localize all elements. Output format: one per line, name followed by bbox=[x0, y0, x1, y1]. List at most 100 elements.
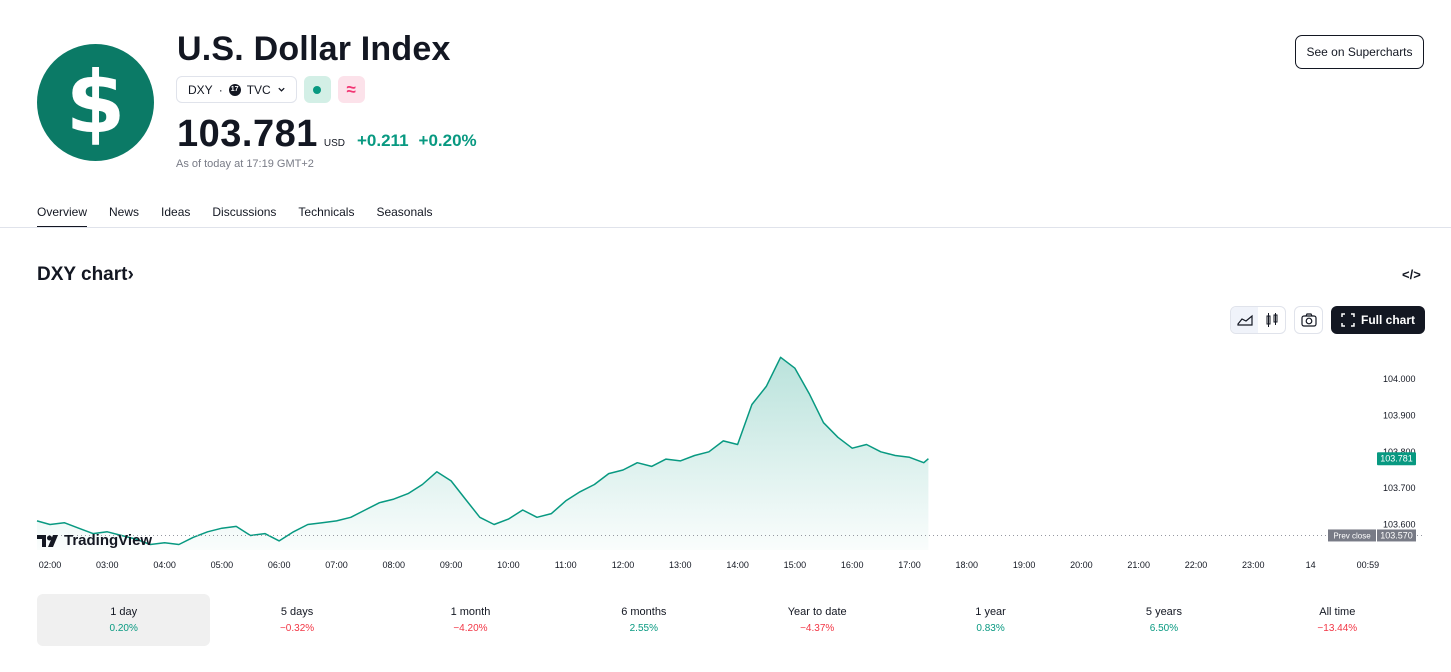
prev-close-name-bg bbox=[1328, 529, 1376, 542]
y-tick-label: 104.000 bbox=[1383, 374, 1416, 384]
period-button-year-to-date[interactable]: Year to date −4.37% bbox=[731, 594, 904, 646]
x-tick-label: 08:00 bbox=[383, 560, 406, 570]
camera-icon bbox=[1300, 313, 1317, 327]
area-chart-icon bbox=[1236, 314, 1253, 326]
period-label: All time bbox=[1319, 606, 1356, 618]
period-button-5-days[interactable]: 5 days −0.32% bbox=[210, 594, 383, 646]
y-axis: 104.000 103.900 103.800 103.700 103.600 bbox=[1383, 374, 1416, 529]
full-chart-label: Full chart bbox=[1360, 313, 1415, 327]
period-button-1-year[interactable]: 1 year 0.83% bbox=[904, 594, 1077, 646]
x-tick-label: 13:00 bbox=[669, 560, 692, 570]
period-change: −0.32% bbox=[279, 623, 315, 634]
as-of-timestamp: As of today at 17:19 GMT+2 bbox=[176, 158, 314, 170]
x-tick-label: 14 bbox=[1306, 560, 1316, 570]
tab-discussions[interactable]: Discussions bbox=[212, 205, 277, 219]
x-tick-label: 03:00 bbox=[96, 560, 119, 570]
candles-chart-button[interactable] bbox=[1258, 307, 1285, 333]
x-tick-label: 15:00 bbox=[784, 560, 807, 570]
x-tick-label: 05:00 bbox=[211, 560, 234, 570]
prev-close-name-text: Prev close bbox=[1333, 531, 1371, 540]
tab-technicals[interactable]: Technicals bbox=[298, 205, 355, 219]
chevron-down-icon bbox=[278, 87, 285, 92]
price-line bbox=[36, 356, 929, 546]
last-price-tag-text: 103.781 bbox=[1380, 454, 1413, 464]
page-title: U.S. Dollar Index bbox=[177, 30, 451, 68]
x-tick-label: 19:00 bbox=[1013, 560, 1036, 570]
period-button-6-months[interactable]: 6 months 2.55% bbox=[557, 594, 730, 646]
symbol-exchange-selector[interactable]: DXY · 17 TVC bbox=[176, 76, 297, 103]
embed-code-icon[interactable]: </> bbox=[1402, 267, 1421, 282]
price-area-fill bbox=[37, 357, 929, 550]
fullscreen-icon bbox=[1341, 313, 1355, 327]
period-change: 0.83% bbox=[976, 623, 1005, 634]
symbol-chips: DXY · 17 TVC ≈ bbox=[176, 76, 365, 103]
x-tick-label: 14:00 bbox=[726, 560, 749, 570]
tab-seasonals[interactable]: Seasonals bbox=[376, 205, 433, 219]
chevron-right-icon: › bbox=[127, 264, 134, 285]
x-tick-label: 21:00 bbox=[1127, 560, 1150, 570]
currency-label: USD bbox=[323, 138, 345, 149]
y-tick-label: 103.900 bbox=[1383, 410, 1416, 420]
period-change: −13.44% bbox=[1317, 623, 1358, 634]
x-axis: 02:00 03:00 04:00 05:00 06:00 07:00 08:00 09:00… bbox=[39, 560, 1379, 570]
x-tick-label: 18:00 bbox=[956, 560, 979, 570]
y-tick-label: 103.600 bbox=[1383, 520, 1416, 530]
x-tick-label: 09:00 bbox=[440, 560, 463, 570]
candlestick-icon bbox=[1266, 313, 1277, 327]
tab-news[interactable]: News bbox=[109, 205, 140, 219]
tab-ideas[interactable]: Ideas bbox=[161, 205, 191, 219]
tab-overview[interactable]: Overview bbox=[37, 205, 88, 228]
status-dot-icon bbox=[313, 85, 322, 94]
y-tick-label: 103.800 bbox=[1383, 447, 1416, 457]
x-tick-label: 10:00 bbox=[497, 560, 520, 570]
full-chart-button[interactable]: Full chart bbox=[1331, 306, 1425, 334]
x-tick-label: 23:00 bbox=[1242, 560, 1265, 570]
last-price: 103.781 bbox=[177, 113, 318, 155]
period-label: 6 months bbox=[621, 606, 667, 618]
x-tick-label: 20:00 bbox=[1070, 560, 1093, 570]
period-button-1-day[interactable]: 1 day 0.20% bbox=[37, 594, 211, 646]
last-price-tag-bg bbox=[1377, 452, 1416, 466]
snapshot-button[interactable] bbox=[1294, 306, 1323, 334]
prev-close-value-bg bbox=[1377, 529, 1416, 542]
market-open-status-chip[interactable] bbox=[303, 76, 331, 103]
x-tick-label: 16:00 bbox=[841, 560, 864, 570]
chart-title-text: DXY chart bbox=[37, 264, 128, 285]
x-tick-label: 17:00 bbox=[898, 560, 921, 570]
period-label: 1 year bbox=[975, 606, 1006, 618]
period-change: 2.55% bbox=[629, 623, 658, 634]
dollar-logo: $ bbox=[37, 44, 154, 161]
symbol-label: DXY bbox=[188, 82, 213, 97]
x-tick-label: 11:00 bbox=[555, 560, 577, 570]
area-chart-button[interactable] bbox=[1231, 307, 1258, 333]
change-percent: +0.20% bbox=[418, 131, 477, 150]
change-absolute: +0.211 bbox=[357, 131, 409, 150]
period-button-1-month[interactable]: 1 month −4.20% bbox=[384, 594, 557, 646]
chart-style-toggle bbox=[1230, 306, 1286, 334]
x-tick-label: 07:00 bbox=[325, 560, 348, 570]
tab-bar: Overview News Ideas Discussions Technica… bbox=[37, 205, 433, 228]
tradingview-wordmark: TradingView bbox=[64, 532, 153, 549]
period-change: 0.20% bbox=[109, 623, 138, 634]
tabs-divider bbox=[0, 227, 1451, 228]
period-change: −4.20% bbox=[453, 623, 488, 634]
chart-section-title[interactable]: DXY chart› bbox=[37, 264, 134, 286]
x-tick-label: 22:00 bbox=[1185, 560, 1208, 570]
x-tick-label: 12:00 bbox=[612, 560, 635, 570]
period-change: 6.50% bbox=[1149, 623, 1179, 634]
price-chart[interactable]: 104.000 103.900 103.800 103.700 103.600 02:0… bbox=[0, 340, 1451, 580]
last-price-tag: 103.781 bbox=[1377, 452, 1416, 466]
period-selector: 1 day 0.20% 5 days −0.32% 1 month −4.20% 6 mon… bbox=[37, 594, 1424, 646]
derived-data-chip[interactable]: ≈ bbox=[337, 76, 365, 103]
approx-icon: ≈ bbox=[346, 79, 356, 99]
period-label: 1 month bbox=[450, 606, 491, 618]
prev-close-tag: Prev close 103.570 bbox=[1328, 529, 1416, 542]
exchange-label: TVC bbox=[246, 82, 271, 97]
tradingview-brand[interactable]: TradingView bbox=[37, 532, 152, 549]
x-tick-label: 02:00 bbox=[39, 560, 62, 570]
see-on-supercharts-button[interactable]: See on Supercharts bbox=[1295, 35, 1424, 69]
tradingview-logo-icon bbox=[37, 534, 58, 547]
period-button-5-years[interactable]: 5 years 6.50% bbox=[1077, 594, 1250, 646]
period-label: 5 days bbox=[280, 606, 314, 618]
period-button-all-time[interactable]: All time −13.44% bbox=[1251, 594, 1424, 646]
